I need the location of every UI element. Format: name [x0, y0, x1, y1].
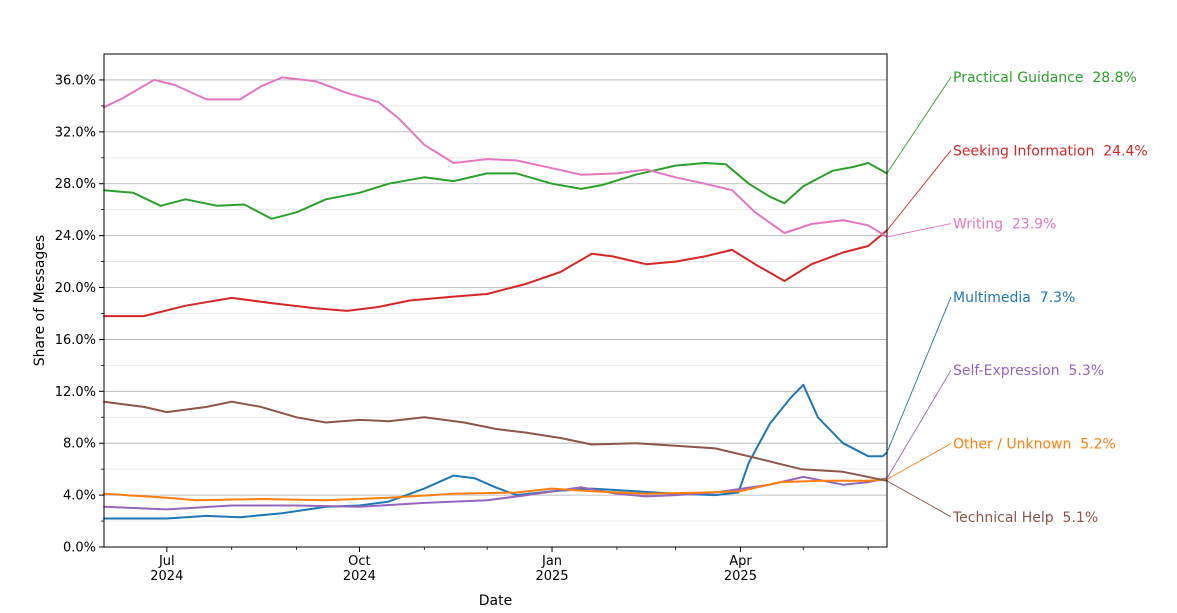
series-line-other-unknown: [103, 478, 888, 502]
series-line-practical-guidance: [103, 162, 888, 220]
series-line-writing: [103, 76, 888, 238]
x-tick-year-label: 2024: [150, 569, 183, 584]
leader-line-technical-help: [886, 480, 952, 518]
x-tick-label: Jan: [541, 554, 562, 569]
leader-line-self-expression: [886, 369, 952, 479]
y-tick-label: 8.0%: [63, 437, 96, 452]
y-axis-title: Share of Messages: [32, 235, 48, 366]
series-label-technical-help: Technical Help 5.1%: [952, 510, 1098, 526]
x-tick-label: Jul: [158, 554, 175, 569]
leader-line-multimedia: [886, 296, 952, 453]
y-tick-label: 20.0%: [55, 281, 96, 296]
series-end-labels: Practical Guidance 28.8% Seeking Informat…: [886, 70, 1148, 526]
y-tick-label: 0.0%: [63, 541, 96, 556]
x-tick-year-label: 2024: [343, 569, 376, 584]
series-label-self-expression: Self-Expression 5.3%: [953, 363, 1104, 379]
series-label-other-unknown: Other / Unknown 5.2%: [953, 437, 1116, 453]
series-line-technical-help: [103, 400, 888, 482]
y-tick-label: 32.0%: [55, 125, 96, 140]
series-label-seeking-information: Seeking Information 24.4%: [953, 143, 1148, 159]
series-label-writing: Writing 23.9%: [953, 217, 1056, 233]
y-tick-label: 16.0%: [55, 333, 96, 348]
x-tick-year-label: 2025: [724, 569, 757, 584]
x-axis-title: Date: [479, 593, 512, 609]
leader-line-other-unknown: [886, 443, 952, 480]
series-line-seeking-information: [103, 229, 888, 318]
y-tick-label: 28.0%: [55, 177, 96, 192]
leader-line-writing: [886, 223, 952, 238]
gridlines: [104, 79, 887, 522]
plot-area: [103, 53, 888, 548]
series-label-multimedia: Multimedia 7.3%: [953, 290, 1075, 306]
axes: 0.0% 4.0% 8.0% 12.0% 16.0% 20.0% 24.0% 28.0% 32.…: [55, 73, 869, 584]
leader-line-practical-guidance: [886, 76, 952, 174]
x-tick-label: Apr: [729, 554, 752, 569]
y-tick-label: 24.0%: [55, 229, 96, 244]
y-tick-label: 12.0%: [55, 385, 96, 400]
y-tick-label: 36.0%: [55, 73, 96, 88]
x-tick-label: Oct: [348, 554, 370, 569]
y-tick-label: 4.0%: [63, 489, 96, 504]
leader-line-seeking-information: [886, 150, 952, 231]
series-lines: [103, 76, 888, 520]
x-tick-year-label: 2025: [535, 569, 568, 584]
series-label-practical-guidance: Practical Guidance 28.8%: [953, 70, 1137, 86]
